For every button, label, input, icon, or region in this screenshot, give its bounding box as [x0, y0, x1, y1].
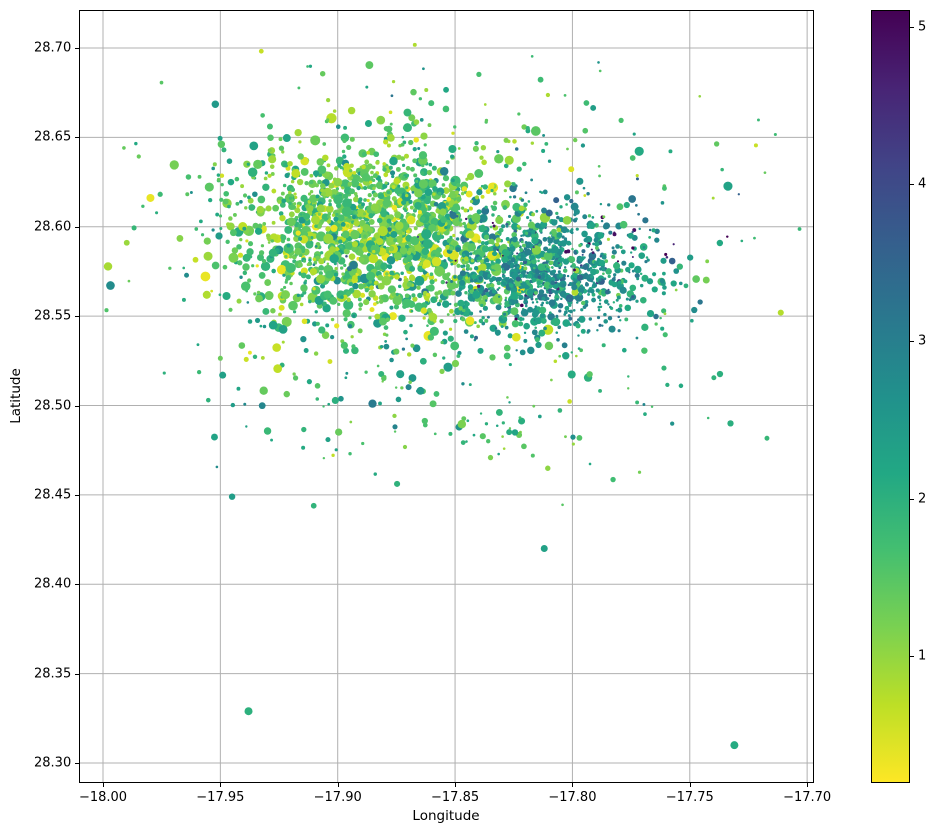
y-tick-label: 28.70: [34, 40, 72, 56]
x-tick-label: −18.00: [78, 790, 128, 805]
y-tick-label: 28.55: [34, 308, 72, 324]
colorbar-tick-label: 4: [918, 176, 927, 192]
y-tick-mark: [75, 48, 79, 49]
x-tick-label: −17.90: [313, 790, 362, 805]
x-tick-mark: [103, 783, 104, 787]
colorbar-tick-mark: [910, 656, 914, 658]
colorbar-tick-label: 2: [918, 491, 927, 507]
plot-area: [79, 10, 814, 783]
y-tick-label: 28.40: [34, 576, 72, 592]
colorbar-gradient: [872, 11, 909, 782]
colorbar-tick-label: 3: [918, 333, 927, 349]
y-tick-label: 28.35: [34, 666, 72, 682]
y-tick-mark: [75, 316, 79, 318]
y-tick-mark: [75, 673, 79, 675]
x-tick-label: −17.70: [783, 790, 832, 805]
scatter-points-canvas: [80, 11, 813, 782]
x-axis-label: Longitude: [412, 808, 480, 824]
x-tick-label: −17.85: [431, 790, 480, 805]
colorbar-tick-mark: [910, 498, 914, 500]
y-tick-label: 28.45: [34, 487, 72, 503]
y-tick-label: 28.50: [34, 398, 72, 414]
y-tick-mark: [75, 137, 79, 139]
x-tick-mark: [455, 783, 457, 787]
x-tick-label: −17.75: [665, 790, 714, 805]
colorbar-tick-mark: [910, 341, 914, 343]
y-tick-label: 28.60: [34, 219, 72, 235]
colorbar-tick-label: 1: [918, 648, 927, 664]
y-tick-mark: [75, 226, 79, 228]
x-tick-mark: [337, 783, 339, 787]
x-tick-mark: [220, 783, 222, 787]
x-tick-mark: [807, 783, 809, 787]
y-tick-mark: [75, 405, 79, 407]
colorbar-tick-mark: [910, 184, 914, 186]
x-tick-label: −17.80: [548, 790, 597, 805]
y-tick-mark: [75, 584, 79, 586]
x-tick-label: −17.95: [196, 790, 245, 805]
x-tick-mark: [572, 783, 574, 787]
colorbar-tick-mark: [910, 26, 914, 28]
colorbar: [871, 10, 910, 783]
x-tick-mark: [689, 783, 691, 787]
y-tick-mark: [75, 494, 79, 496]
colorbar-tick-label: 5: [918, 19, 927, 35]
y-axis-label: Latitude: [8, 368, 24, 424]
y-tick-mark: [75, 763, 79, 765]
y-tick-label: 28.30: [34, 755, 72, 771]
y-tick-label: 28.65: [34, 129, 72, 145]
